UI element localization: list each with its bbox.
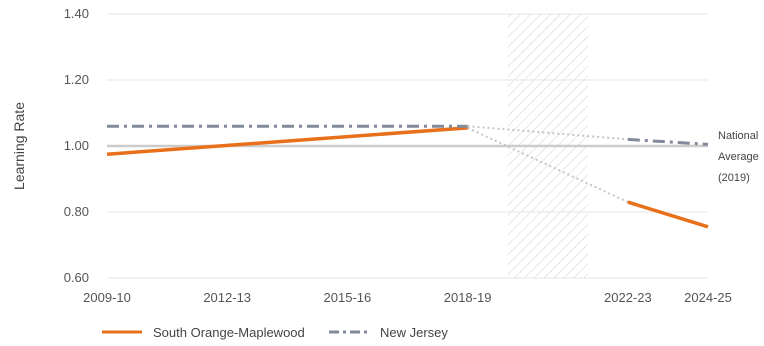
bridge-lines: [467, 125, 629, 204]
x-tick-labels: 2009-10 2012-13 2015-16 2018-19 2022-23 2024-…: [83, 290, 732, 305]
x-tick-label-2009-10: 2009-10: [83, 290, 131, 305]
y-tick-labels: 0.60 0.80 1.00 1.20 1.40: [64, 6, 89, 285]
y-axis-title: Learning Rate: [11, 102, 27, 190]
y-tick-label-1-40: 1.40: [64, 6, 89, 21]
legend-label-new-jersey: New Jersey: [380, 325, 448, 340]
series-line-south-orange-maplewood-segment-1: [106, 126, 468, 156]
x-tick-label-2015-16: 2015-16: [324, 290, 372, 305]
legend-label-south-orange-maplewood: South Orange-Maplewood: [153, 325, 305, 340]
reference-line-label: National Average (2019): [718, 130, 762, 184]
series-line-new-jersey-segment-2: [627, 137, 709, 146]
x-tick-label-2024-25: 2024-25: [684, 290, 732, 305]
y-tick-label-1-00: 1.00: [64, 138, 89, 153]
legend: South Orange-Maplewood New Jersey: [102, 325, 448, 340]
series-line-south-orange-maplewood-segment-2: [627, 200, 709, 229]
x-tick-label-2018-19: 2018-19: [444, 290, 492, 305]
y-tick-label-0-60: 0.60: [64, 270, 89, 285]
series-lines: [106, 124, 709, 229]
y-tick-label-1-20: 1.20: [64, 72, 89, 87]
y-tick-label-0-80: 0.80: [64, 204, 89, 219]
reference-label-line-2: Average: [718, 151, 759, 163]
reference-label-line-1: National: [718, 130, 758, 142]
reference-label-line-3: (2019): [718, 172, 750, 184]
bridge-line-new-jersey: [467, 125, 628, 141]
x-tick-label-2012-13: 2012-13: [203, 290, 251, 305]
x-tick-label-2022-23: 2022-23: [604, 290, 652, 305]
